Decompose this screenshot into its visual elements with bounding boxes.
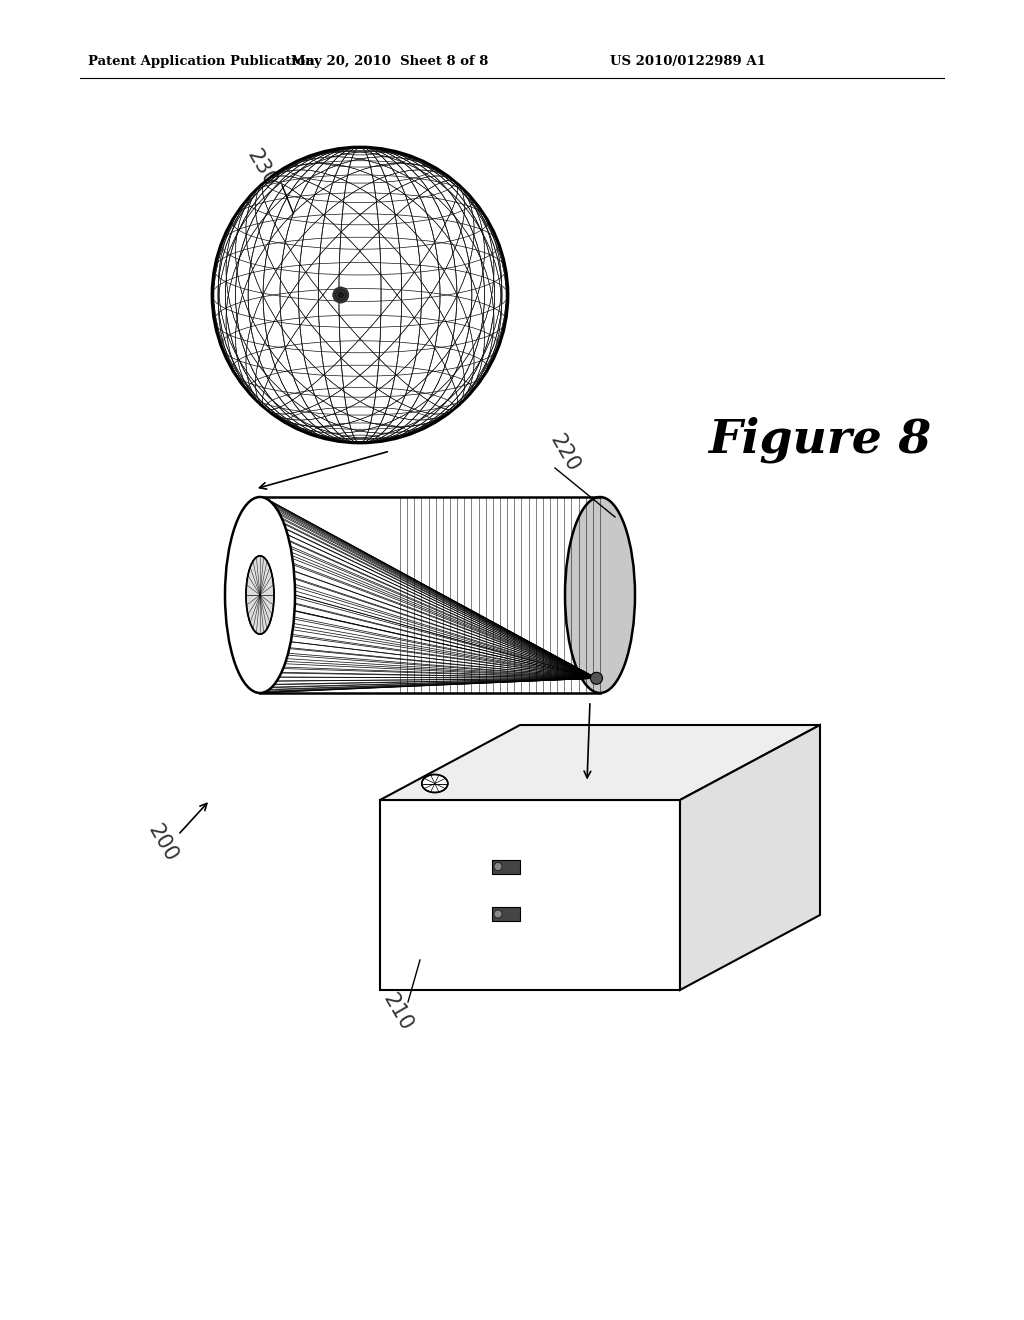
- Circle shape: [494, 862, 502, 870]
- Polygon shape: [380, 800, 680, 990]
- Text: 220: 220: [547, 430, 584, 475]
- Circle shape: [494, 909, 502, 917]
- Text: 210: 210: [380, 990, 417, 1034]
- Ellipse shape: [246, 556, 274, 634]
- Polygon shape: [680, 725, 820, 990]
- Ellipse shape: [565, 498, 635, 693]
- Polygon shape: [380, 725, 820, 800]
- Bar: [492, 907, 520, 921]
- Text: US 2010/0122989 A1: US 2010/0122989 A1: [610, 55, 766, 69]
- Ellipse shape: [225, 498, 295, 693]
- Text: 230: 230: [244, 145, 281, 190]
- Polygon shape: [260, 498, 600, 693]
- Text: Figure 8: Figure 8: [709, 417, 932, 463]
- Ellipse shape: [422, 775, 447, 792]
- Bar: [492, 859, 520, 874]
- Text: Patent Application Publication: Patent Application Publication: [88, 55, 314, 69]
- Circle shape: [338, 292, 343, 298]
- Circle shape: [333, 286, 349, 304]
- Text: 200: 200: [144, 821, 181, 865]
- Text: May 20, 2010  Sheet 8 of 8: May 20, 2010 Sheet 8 of 8: [291, 55, 488, 69]
- Circle shape: [336, 290, 346, 300]
- Circle shape: [212, 147, 508, 444]
- Circle shape: [591, 672, 602, 684]
